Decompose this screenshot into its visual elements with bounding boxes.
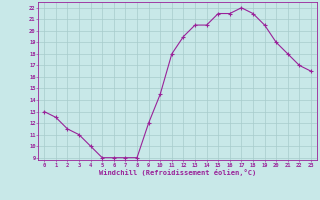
X-axis label: Windchill (Refroidissement éolien,°C): Windchill (Refroidissement éolien,°C) <box>99 169 256 176</box>
